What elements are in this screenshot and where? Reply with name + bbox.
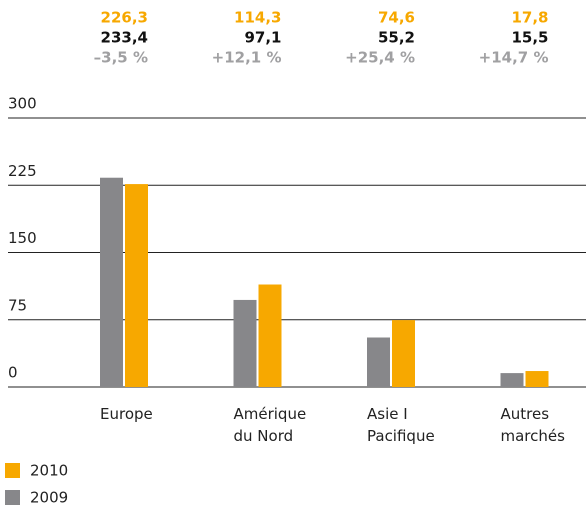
y-tick-label: 150 xyxy=(8,229,37,247)
bar xyxy=(367,337,390,387)
change-label: –3,5 % xyxy=(94,49,148,67)
change-label: +12,1 % xyxy=(212,49,282,67)
legend-label: 2009 xyxy=(30,489,68,507)
change-label: +25,4 % xyxy=(345,49,415,67)
x-tick-label: Autres marchés xyxy=(500,405,565,445)
value-label: 226,3 xyxy=(101,9,148,27)
y-tick-label: 75 xyxy=(8,296,27,314)
bar xyxy=(258,284,282,387)
x-tick-label: Asie I Pacifique xyxy=(367,405,435,445)
x-tick-label: Europe xyxy=(100,405,153,423)
bar xyxy=(392,320,415,387)
value-label: 55,2 xyxy=(378,29,415,47)
bar xyxy=(500,373,524,387)
value-label: 114,3 xyxy=(234,9,281,27)
y-tick-label: 300 xyxy=(8,95,37,113)
y-tick-label: 0 xyxy=(8,364,18,382)
x-tick-label: Amérique du Nord xyxy=(233,405,307,445)
bar xyxy=(525,371,549,387)
value-label: 233,4 xyxy=(101,29,148,47)
legend-swatch xyxy=(5,490,20,505)
value-label: 15,5 xyxy=(511,29,548,47)
value-label: 97,1 xyxy=(244,29,281,47)
value-label: 74,6 xyxy=(378,9,415,27)
legend-label: 2010 xyxy=(30,462,68,480)
bar xyxy=(100,177,123,387)
y-tick-label: 225 xyxy=(8,162,37,180)
value-label: 17,8 xyxy=(511,9,548,27)
legend-swatch xyxy=(5,463,20,478)
change-label: +14,7 % xyxy=(479,49,549,67)
bar xyxy=(233,299,257,387)
bar xyxy=(125,184,148,387)
